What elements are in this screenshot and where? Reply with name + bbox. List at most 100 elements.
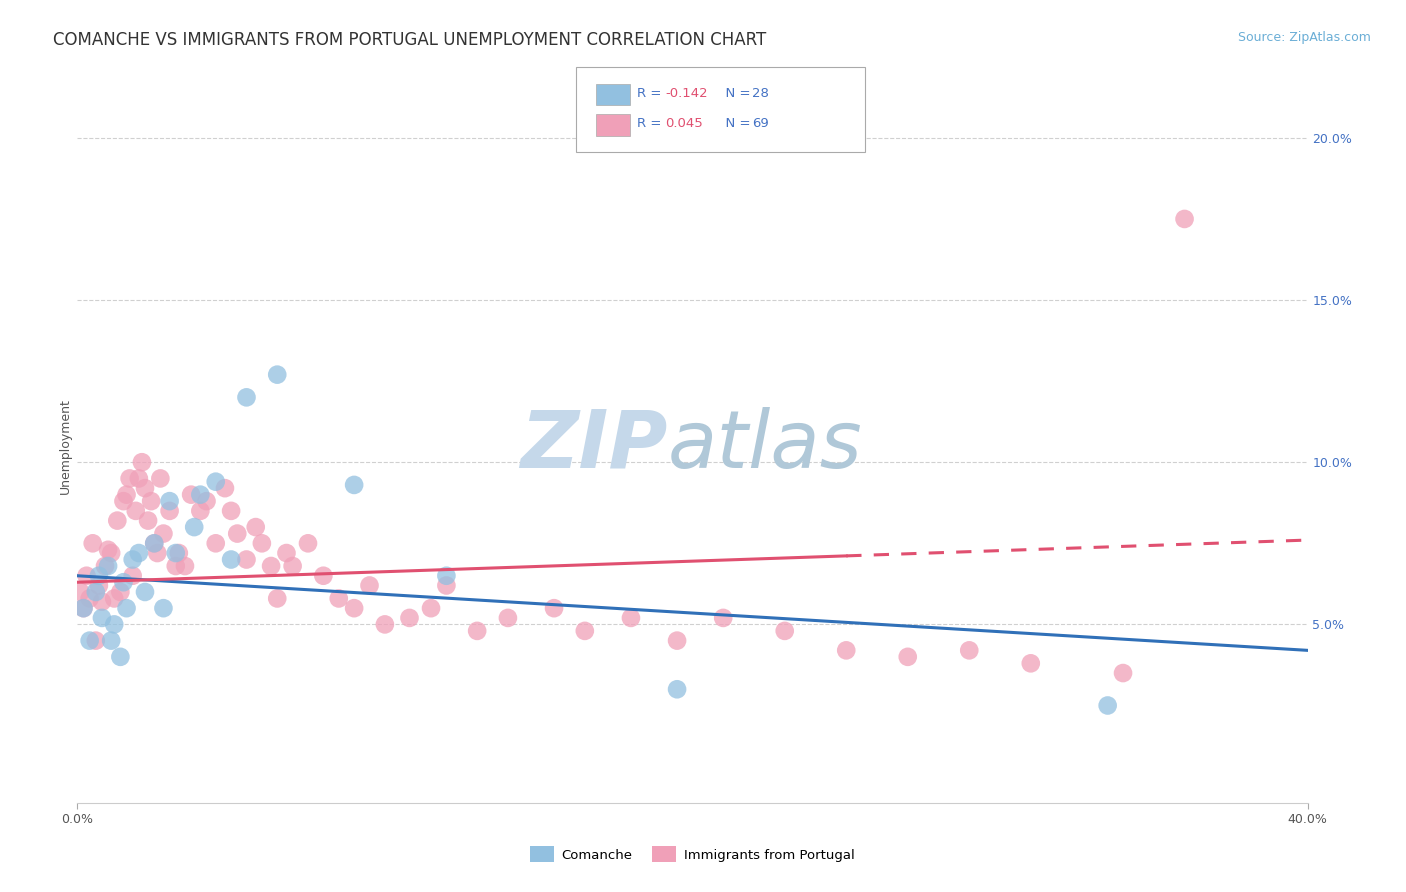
Point <box>226 526 249 541</box>
Point <box>328 591 350 606</box>
Point <box>141 494 163 508</box>
Point <box>136 514 159 528</box>
Point <box>436 578 458 592</box>
Point <box>110 585 132 599</box>
Point <box>128 546 150 560</box>
Point <box>666 682 689 697</box>
Point <box>159 504 181 518</box>
Point <box>420 601 443 615</box>
Point <box>103 617 125 632</box>
Point <box>115 601 138 615</box>
Point <box>165 559 187 574</box>
Point <box>84 633 107 648</box>
Point <box>1097 698 1119 713</box>
Point <box>84 585 107 599</box>
Text: R =: R = <box>637 118 665 130</box>
Point <box>165 546 187 560</box>
Point <box>152 601 174 615</box>
Point <box>897 649 920 664</box>
Point <box>250 536 273 550</box>
Point <box>773 624 796 638</box>
Point <box>167 546 190 560</box>
Point <box>219 552 242 566</box>
Point <box>266 591 288 606</box>
Point <box>72 601 94 615</box>
Point <box>235 390 257 404</box>
Point <box>188 488 212 502</box>
Point <box>276 546 298 560</box>
Point <box>204 475 226 489</box>
Point <box>103 591 125 606</box>
Point <box>100 546 122 560</box>
Point <box>219 504 242 518</box>
Point <box>465 624 488 638</box>
Point <box>125 504 148 518</box>
Point <box>118 471 141 485</box>
Point <box>159 494 181 508</box>
Point <box>121 552 143 566</box>
Point <box>79 591 101 606</box>
Point <box>174 559 197 574</box>
Point <box>87 578 110 592</box>
Point <box>152 526 174 541</box>
Point <box>281 559 304 574</box>
Point <box>121 568 143 582</box>
Point <box>1112 666 1135 681</box>
Point <box>374 617 396 632</box>
Point <box>128 471 150 485</box>
Point <box>94 559 117 574</box>
Point <box>90 595 114 609</box>
Point <box>835 643 858 657</box>
Point <box>146 546 169 560</box>
Point <box>110 649 132 664</box>
Point <box>97 542 120 557</box>
Text: N =: N = <box>717 118 755 130</box>
Point <box>180 488 202 502</box>
Point <box>76 568 98 582</box>
Point <box>134 481 156 495</box>
Point <box>957 643 980 657</box>
Legend: Comanche, Immigrants from Portugal: Comanche, Immigrants from Portugal <box>524 841 860 868</box>
Point <box>149 471 172 485</box>
Text: atlas: atlas <box>668 407 863 485</box>
Text: 0.045: 0.045 <box>665 118 703 130</box>
Point <box>312 568 335 582</box>
Point <box>1174 211 1197 226</box>
Text: 28: 28 <box>752 87 769 100</box>
Point <box>72 601 94 615</box>
Point <box>235 552 257 566</box>
Point <box>195 494 218 508</box>
Point <box>245 520 267 534</box>
Point <box>188 504 212 518</box>
Point <box>260 559 283 574</box>
Point <box>359 578 381 592</box>
Point <box>79 633 101 648</box>
Point <box>204 536 226 550</box>
Point <box>666 633 689 648</box>
Point <box>398 611 420 625</box>
Point <box>97 559 120 574</box>
Point <box>100 633 122 648</box>
Text: 69: 69 <box>752 118 769 130</box>
Point <box>711 611 734 625</box>
Text: COMANCHE VS IMMIGRANTS FROM PORTUGAL UNEMPLOYMENT CORRELATION CHART: COMANCHE VS IMMIGRANTS FROM PORTUGAL UNE… <box>53 31 766 49</box>
Text: -0.142: -0.142 <box>665 87 707 100</box>
Point <box>297 536 319 550</box>
Point <box>214 481 236 495</box>
Text: N =: N = <box>717 87 755 100</box>
Point <box>112 575 135 590</box>
Point <box>143 536 166 550</box>
Point <box>1019 657 1042 671</box>
Point <box>343 478 366 492</box>
Point <box>266 368 288 382</box>
Y-axis label: Unemployment: Unemployment <box>59 398 72 494</box>
Point <box>620 611 643 625</box>
Point <box>82 536 104 550</box>
Point <box>143 536 166 550</box>
Point <box>87 568 110 582</box>
Point <box>134 585 156 599</box>
Point <box>183 520 205 534</box>
Point <box>115 488 138 502</box>
Point <box>574 624 596 638</box>
Point <box>343 601 366 615</box>
